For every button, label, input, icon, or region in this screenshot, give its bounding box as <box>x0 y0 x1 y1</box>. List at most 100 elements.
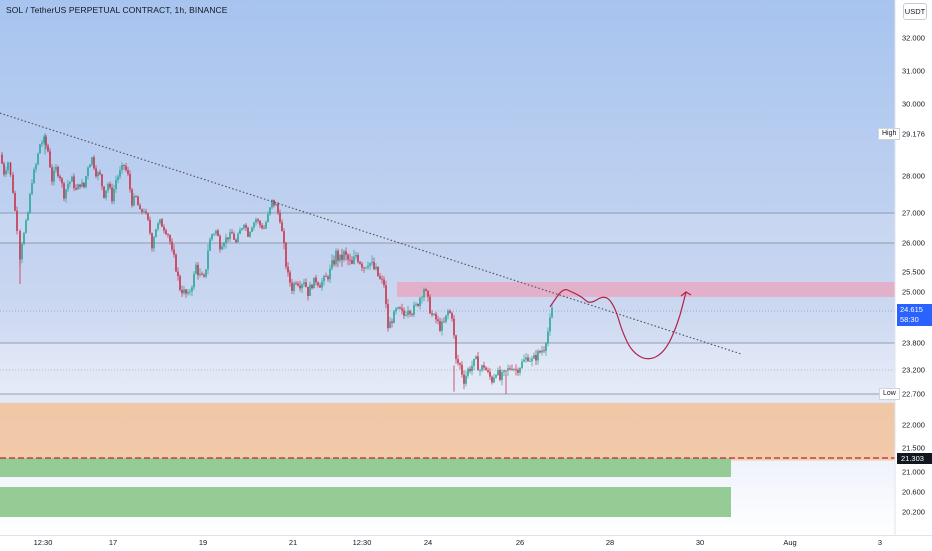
candle-body <box>161 219 163 227</box>
candle-body <box>531 358 533 362</box>
time-tick-label: 12:30 <box>352 538 372 547</box>
candle-body <box>403 310 405 316</box>
candle-body <box>273 199 275 206</box>
low-label: Low <box>879 388 900 400</box>
candle-body <box>251 227 253 232</box>
candle-body <box>95 168 97 177</box>
time-tick-label: 17 <box>108 538 118 547</box>
candle-body <box>249 231 251 237</box>
time-tick-label: 30 <box>695 538 705 547</box>
candle-body <box>91 157 93 165</box>
price-tick-label: 21.500 <box>902 443 925 453</box>
candle-body <box>297 283 299 286</box>
candle-body <box>371 261 373 264</box>
time-axis[interactable] <box>0 535 932 551</box>
candle-body <box>479 370 481 372</box>
candle-body <box>485 367 487 371</box>
candle-body <box>369 263 371 266</box>
price-tick-label: 22.000 <box>902 420 925 430</box>
candle-body <box>359 261 361 264</box>
candle-body <box>547 331 549 344</box>
candle-body <box>287 266 289 273</box>
candle-body <box>327 276 329 280</box>
candle-body <box>53 170 55 182</box>
candle-body <box>183 289 185 294</box>
candle-body <box>497 369 499 376</box>
zone-orange <box>0 402 895 461</box>
projection-path <box>549 289 687 360</box>
time-tick-label: 26 <box>515 538 525 547</box>
currency-selector[interactable]: USDT <box>903 3 927 20</box>
candle-body <box>255 219 257 223</box>
candle-body <box>405 315 407 316</box>
price-tick-label: 20.200 <box>902 507 925 517</box>
candle-body <box>325 276 327 277</box>
candle-body <box>81 182 83 187</box>
candle-body <box>55 166 57 171</box>
candle-body <box>269 207 271 215</box>
candle-body <box>211 234 213 240</box>
candle-body <box>355 254 357 257</box>
candle-body <box>261 225 263 229</box>
candle-body <box>77 184 79 190</box>
candle-body <box>257 219 259 221</box>
candle-body <box>389 321 391 329</box>
candle-body <box>259 220 261 226</box>
candle-body <box>439 321 441 331</box>
candle-body <box>363 267 365 269</box>
candle-body <box>477 356 479 371</box>
candle-body <box>313 277 315 289</box>
current-price-tag: 24.615 58:30 <box>897 304 932 326</box>
marker-price-tag: 21.303 <box>897 452 932 464</box>
low-value-tag: 22.700 <box>902 389 925 399</box>
candle-body <box>83 182 85 188</box>
candle-body <box>49 151 51 168</box>
candle-body <box>401 308 403 311</box>
candle-body <box>245 224 247 228</box>
candle-body <box>505 370 507 372</box>
candle-body <box>303 282 305 285</box>
candle-body <box>391 321 393 323</box>
candle-body <box>459 363 461 365</box>
candle-body <box>75 188 77 190</box>
candle-body <box>14 192 16 211</box>
candle-body <box>145 211 147 214</box>
candle-body <box>169 235 171 242</box>
candle-body <box>383 279 385 286</box>
candle-body <box>201 273 203 275</box>
candle-body <box>473 358 475 366</box>
candle-body <box>85 176 87 188</box>
candle-body <box>519 367 521 373</box>
candle-body <box>399 307 401 309</box>
candle-body <box>35 164 37 170</box>
candle-body <box>189 291 191 293</box>
candle-body <box>373 261 375 270</box>
candle-body <box>165 230 167 235</box>
candle-body <box>113 188 115 202</box>
candle-body <box>491 376 493 383</box>
candle-body <box>123 165 125 166</box>
candle-body <box>501 372 503 380</box>
candle-body <box>187 291 189 294</box>
candle-body <box>329 268 331 280</box>
candle-body <box>219 235 221 250</box>
candle-body <box>235 239 237 243</box>
candle-body <box>51 167 53 182</box>
candle-body <box>499 369 501 380</box>
candle-body <box>275 203 277 206</box>
price-tick-label: 26.000 <box>902 238 925 248</box>
candle-body <box>233 233 235 240</box>
candle-body <box>449 310 451 313</box>
candle-body <box>151 233 153 249</box>
candle-body <box>419 298 421 306</box>
candle-body <box>141 209 143 213</box>
candle-body <box>333 260 335 265</box>
candle-body <box>131 189 133 206</box>
candle-body <box>375 266 377 270</box>
candle-body <box>361 263 363 268</box>
candle-body <box>229 232 231 240</box>
candle-body <box>527 357 529 362</box>
candle-body <box>241 228 243 230</box>
